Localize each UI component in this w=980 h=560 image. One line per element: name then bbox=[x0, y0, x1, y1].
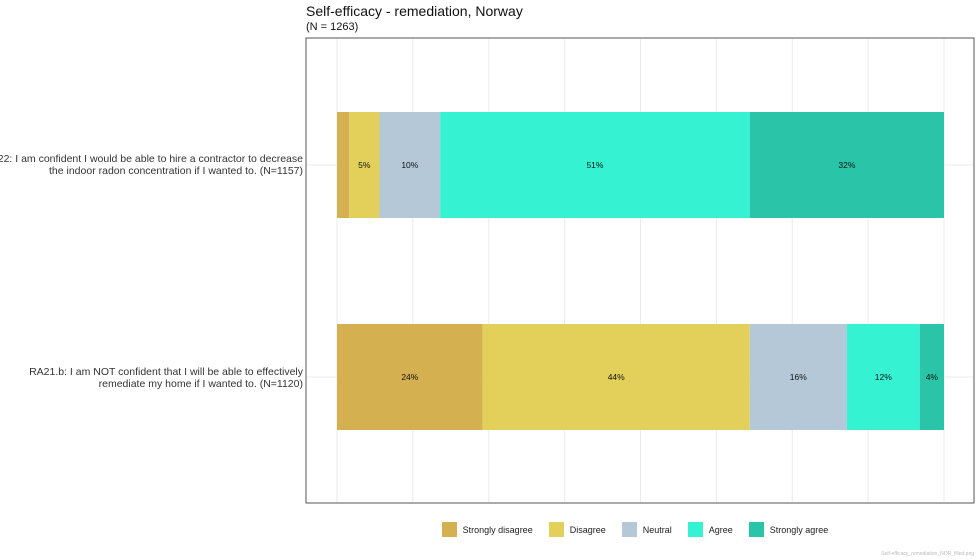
bar-segment-strongly-agree bbox=[749, 112, 944, 218]
legend-label: Disagree bbox=[569, 524, 606, 535]
bars bbox=[337, 112, 944, 430]
data-label: 51% bbox=[586, 160, 603, 170]
bar-segment-strongly-agree bbox=[919, 324, 944, 430]
bar-segment-disagree bbox=[349, 112, 380, 218]
legend-label: Agree bbox=[708, 524, 733, 535]
category-label-ra22: RA22: I am confident I would be able to … bbox=[0, 153, 303, 177]
category-label-line: the indoor radon concentration if I want… bbox=[48, 165, 303, 177]
legend-item: Disagree bbox=[548, 522, 606, 537]
data-label: 5% bbox=[358, 160, 371, 170]
data-label: 16% bbox=[790, 372, 807, 382]
legend-swatch bbox=[687, 522, 703, 537]
data-label: 44% bbox=[608, 372, 625, 382]
legend-item: Strongly disagree bbox=[441, 522, 533, 537]
bar-segment-neutral bbox=[379, 112, 441, 218]
legend-swatch bbox=[441, 522, 457, 537]
category-label-line: RA22: I am confident I would be able to … bbox=[0, 153, 303, 165]
legend: Strongly disagree Disagree Neutral Agree Str… bbox=[0, 522, 980, 537]
bar-segment-strongly-disagree bbox=[337, 112, 350, 218]
watermark: Self-efficacy_remediation_NOR_filled.png bbox=[881, 551, 974, 557]
legend-swatch bbox=[748, 522, 764, 537]
category-label-line: RA21.b: I am NOT confident that I will b… bbox=[29, 366, 303, 378]
data-label: 32% bbox=[838, 160, 855, 170]
bar-segment-neutral bbox=[749, 324, 847, 430]
chart-subtitle: (N = 1263) bbox=[306, 21, 359, 33]
data-label: 10% bbox=[401, 160, 418, 170]
category-label-ra21b: RA21.b: I am NOT confident that I will b… bbox=[29, 366, 303, 390]
chart-title: Self-efficacy - remediation, Norway bbox=[306, 3, 523, 19]
bar-segment-agree bbox=[846, 324, 920, 430]
legend-label: Neutral bbox=[642, 524, 672, 535]
legend-item: Strongly agree bbox=[748, 522, 829, 537]
bar-segment-disagree bbox=[482, 324, 750, 430]
bar-labels: 5% 10% 51% 32% 24% 44% 16% 12% 4% bbox=[358, 160, 938, 382]
bar-segment-agree bbox=[440, 112, 750, 218]
bar-segment-strongly-disagree bbox=[337, 324, 483, 430]
data-label: 24% bbox=[401, 372, 418, 382]
data-label: 4% bbox=[926, 372, 939, 382]
legend-swatch bbox=[621, 522, 637, 537]
legend-item: Neutral bbox=[621, 522, 672, 537]
legend-label: Strongly disagree bbox=[462, 524, 533, 535]
legend-label: Strongly agree bbox=[769, 524, 829, 535]
legend-item: Agree bbox=[687, 522, 733, 537]
legend-swatch bbox=[548, 522, 564, 537]
chart-plot: 5% 10% 51% 32% 24% 44% 16% 12% 4% bbox=[305, 37, 975, 504]
data-label: 12% bbox=[875, 372, 892, 382]
category-label-line: remediate my home if I wanted to. (N=112… bbox=[98, 378, 303, 390]
